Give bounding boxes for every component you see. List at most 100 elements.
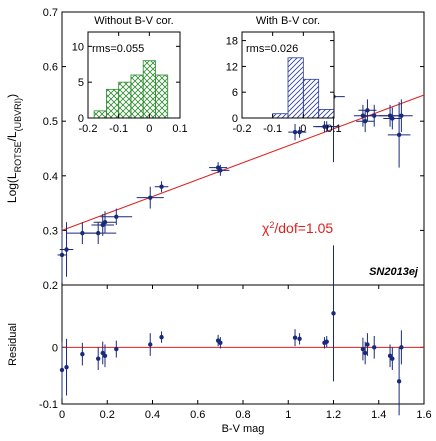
- marker: [96, 230, 101, 236]
- data-point: [362, 341, 368, 365]
- data-point: [292, 329, 298, 347]
- y-tick-label: 0: [78, 113, 84, 125]
- y-axis-label-part: ): [5, 94, 19, 98]
- histogram-bar: [118, 81, 132, 119]
- data-point: [360, 337, 366, 361]
- data-point: [372, 336, 377, 359]
- data-point: [292, 126, 307, 138]
- histogram-bar: [287, 57, 304, 119]
- marker: [64, 364, 69, 370]
- marker: [399, 345, 404, 350]
- inset-annotation: rms=0.055: [92, 43, 144, 55]
- x-tick-label: -0.2: [233, 123, 252, 135]
- data-point: [114, 340, 119, 358]
- inset-title: With B-V cor.: [256, 15, 320, 27]
- histogram-bar: [272, 113, 289, 119]
- y-axis-label: Residual: [7, 323, 19, 366]
- inset-title: Without B-V cor.: [94, 15, 173, 27]
- data-point: [211, 164, 230, 176]
- y-tick-label: 6: [232, 87, 238, 99]
- annotation-part: 2: [269, 220, 274, 230]
- x-tick-label: 1: [285, 409, 291, 421]
- x-tick-label: 1.6: [416, 409, 431, 421]
- data-point: [59, 222, 74, 277]
- marker: [396, 379, 402, 384]
- marker: [360, 346, 366, 352]
- x-axis-label: B-V mag: [222, 423, 265, 435]
- marker: [59, 367, 65, 373]
- marker: [365, 108, 370, 113]
- marker: [297, 129, 302, 135]
- x-tick-label: 0.1: [172, 123, 187, 135]
- y-axis-label-part: (UBVRI): [13, 98, 23, 132]
- data-point: [80, 222, 117, 245]
- marker: [218, 168, 223, 173]
- data-point: [331, 245, 336, 382]
- marker: [102, 353, 108, 359]
- data-point: [218, 337, 223, 349]
- data-point: [80, 342, 85, 366]
- data-point: [365, 333, 370, 356]
- x-tick-label: 0: [300, 123, 306, 135]
- y-tick-label: 5: [78, 77, 84, 89]
- x-tick-label: 0.2: [100, 409, 115, 421]
- y-tick-label: 0: [52, 342, 58, 354]
- marker: [362, 119, 368, 124]
- y-axis-label: Log(LROTSE/L(UBVRI)): [5, 94, 23, 203]
- marker: [218, 340, 223, 345]
- inset-annotation: rms=0.026: [246, 43, 298, 55]
- y-tick-label: 0.2: [43, 280, 58, 292]
- y-tick-label: 0.3: [43, 225, 58, 237]
- marker: [399, 113, 404, 118]
- y-tick-label: 0.7: [43, 7, 58, 19]
- x-tick-label: -0.1: [109, 123, 128, 135]
- data-point: [387, 102, 411, 168]
- marker: [59, 252, 65, 258]
- histogram-bar: [302, 78, 320, 119]
- marker: [372, 345, 377, 350]
- x-tick-label: -0.1: [263, 123, 282, 135]
- annotation-part: χ: [262, 220, 270, 236]
- marker: [114, 346, 119, 352]
- marker: [159, 334, 164, 340]
- marker: [64, 247, 69, 252]
- x-tick-label: 1.4: [371, 409, 386, 421]
- x-tick-label: -0.2: [79, 123, 98, 135]
- marker: [390, 356, 395, 361]
- marker: [96, 356, 101, 361]
- marker: [365, 342, 370, 347]
- y-axis-label-part: Log(L: [5, 172, 19, 203]
- y-tick-label: -0.1: [39, 399, 58, 411]
- data-point: [59, 341, 65, 399]
- marker: [148, 342, 153, 347]
- y-tick-label: 0: [232, 113, 238, 125]
- marker: [324, 339, 329, 344]
- inset-frame: [87, 31, 181, 119]
- y-tick-label: 0.6: [43, 62, 58, 74]
- data-point: [57, 227, 67, 283]
- data-point: [100, 208, 133, 225]
- x-tick-label: 0.8: [235, 409, 250, 421]
- marker: [331, 311, 336, 316]
- object-label: SN2013ej: [369, 266, 419, 278]
- data-point: [315, 121, 339, 133]
- histogram-bar: [93, 110, 107, 119]
- y-tick-label: 0.4: [43, 171, 58, 183]
- data-point: [136, 186, 164, 209]
- y-tick-label: 0.5: [43, 116, 58, 128]
- data-point: [396, 347, 402, 416]
- marker: [80, 351, 85, 357]
- data-point: [297, 333, 302, 345]
- data-point: [399, 330, 404, 365]
- x-tick-label: 0.6: [190, 409, 205, 421]
- data-point: [324, 336, 329, 348]
- x-tick-label: 1.2: [326, 409, 341, 421]
- histogram-bar: [155, 74, 169, 119]
- histogram-bar: [130, 74, 144, 119]
- data-point: [358, 99, 377, 122]
- y-tick-label: 18: [226, 36, 238, 48]
- data-point: [356, 110, 375, 133]
- marker: [292, 335, 298, 340]
- data-point: [96, 347, 101, 370]
